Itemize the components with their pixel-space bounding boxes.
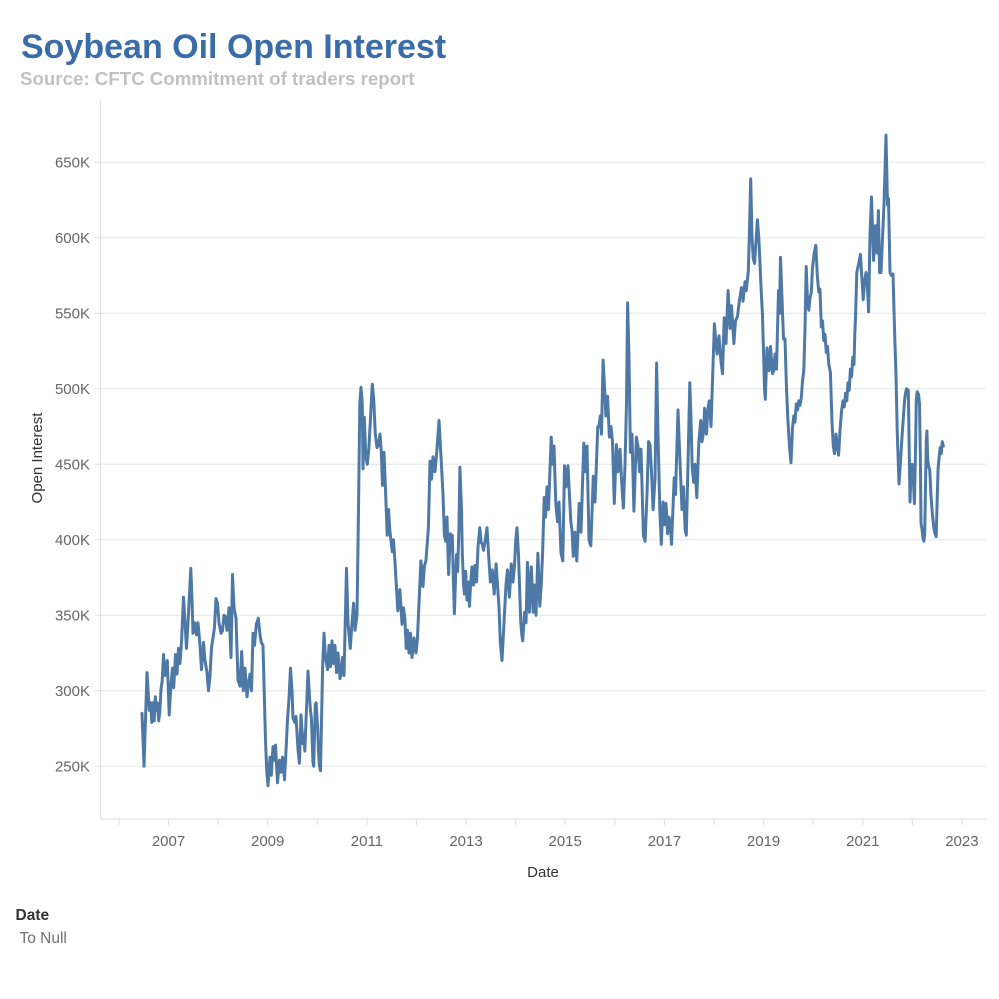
svg-text:2015: 2015 [549,833,582,850]
svg-text:2021: 2021 [846,833,879,850]
svg-text:650K: 650K [55,155,90,172]
svg-text:Source: CFTC Commitment of tra: Source: CFTC Commitment of traders repor… [20,68,415,89]
svg-text:2019: 2019 [747,833,780,850]
svg-text:250K: 250K [55,758,90,775]
svg-text:500K: 500K [55,381,90,398]
svg-text:2023: 2023 [945,833,978,850]
svg-text:300K: 300K [55,683,90,700]
svg-text:550K: 550K [55,306,90,323]
svg-text:400K: 400K [55,532,90,549]
svg-text:Soybean Oil Open Interest: Soybean Oil Open Interest [21,28,446,66]
svg-text:To Null: To Null [20,930,67,947]
svg-text:350K: 350K [55,607,90,624]
svg-text:2017: 2017 [648,833,681,850]
svg-text:2013: 2013 [449,833,482,850]
svg-text:2011: 2011 [351,833,383,850]
svg-text:Date: Date [527,864,559,881]
svg-text:2009: 2009 [251,833,284,850]
svg-text:Open Interest: Open Interest [29,412,46,504]
svg-text:Date: Date [16,907,50,924]
svg-text:600K: 600K [55,230,90,247]
svg-text:450K: 450K [55,457,90,474]
svg-text:2007: 2007 [152,833,185,850]
